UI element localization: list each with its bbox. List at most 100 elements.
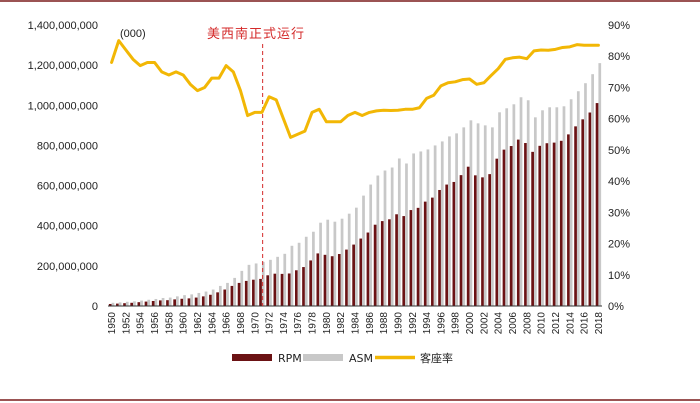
- legend-swatch-rpm: [232, 354, 272, 361]
- asm-bar: [476, 123, 480, 306]
- rpm-bar: [244, 280, 248, 306]
- x-tick-label: 2010: [537, 312, 548, 335]
- x-tick-label: 2016: [580, 312, 591, 335]
- right-tick-label: 10%: [608, 270, 630, 282]
- asm-bar: [498, 112, 501, 306]
- x-tick-label: 1974: [279, 312, 290, 335]
- legend-label-load-factor: 客座率: [420, 351, 453, 365]
- x-tick-label: 1988: [379, 312, 390, 335]
- rpm-bar: [409, 210, 413, 306]
- asm-bar: [462, 127, 466, 306]
- legend-swatch-asm: [303, 354, 343, 361]
- asm-bar: [369, 184, 373, 306]
- asm-bar: [276, 256, 279, 306]
- x-tick-label: 1972: [265, 312, 276, 335]
- asm-bar: [297, 242, 301, 306]
- asm-bar: [455, 133, 458, 306]
- asm-bar: [383, 170, 387, 306]
- x-tick-label: 1958: [164, 312, 175, 335]
- x-tick-label: 1976: [293, 312, 304, 335]
- asm-bar: [190, 294, 194, 306]
- rpm-bar: [287, 273, 291, 306]
- rpm-bar: [201, 296, 205, 306]
- asm-bar: [319, 222, 322, 306]
- rpm-bar: [445, 184, 449, 306]
- asm-bar: [147, 299, 151, 306]
- asm-bar: [261, 261, 265, 306]
- asm-bar: [240, 270, 244, 306]
- rpm-bar: [345, 249, 348, 306]
- left-tick-label: 800,000,000: [37, 140, 98, 152]
- x-tick-label: 1964: [207, 312, 218, 335]
- rpm-bar: [137, 302, 141, 306]
- x-tick-label: 1984: [351, 312, 362, 335]
- rpm-bar: [488, 174, 492, 306]
- rpm-bar: [323, 254, 327, 306]
- asm-bar: [412, 153, 415, 306]
- asm-bar: [491, 127, 494, 306]
- x-tick-label: 1960: [179, 312, 190, 335]
- x-tick-label: 1992: [408, 312, 419, 335]
- x-tick-label: 1994: [422, 312, 433, 335]
- rpm-bar: [380, 221, 384, 306]
- asm-bar: [598, 63, 602, 307]
- asm-bar: [197, 292, 201, 306]
- asm-bar: [526, 100, 530, 307]
- rpm-bar: [259, 278, 262, 306]
- rpm-bar: [552, 142, 556, 306]
- asm-bar: [419, 151, 423, 306]
- x-tick-label: 1966: [222, 312, 233, 335]
- asm-bar: [591, 74, 594, 306]
- rpm-bar: [316, 253, 320, 306]
- asm-bar: [433, 145, 437, 306]
- rpm-bar: [438, 189, 441, 306]
- asm-bar: [176, 296, 179, 306]
- rpm-bar: [337, 254, 341, 306]
- asm-bar: [283, 253, 287, 306]
- x-tick-label: 2004: [494, 312, 505, 335]
- asm-bar: [233, 277, 237, 306]
- left-axis: 0 200,000,000 400,000,000 600,000,000 800,00…: [28, 20, 98, 313]
- legend-label-asm: ASM: [349, 352, 373, 365]
- rpm-bar: [524, 143, 527, 306]
- asm-bar: [333, 221, 337, 306]
- asm-bar: [548, 107, 552, 307]
- rpm-bar: [431, 197, 434, 306]
- rpm-bar: [266, 275, 270, 306]
- rpm-bar: [237, 282, 241, 306]
- rpm-bar: [194, 297, 198, 306]
- rpm-bar: [538, 145, 542, 306]
- asm-bar: [584, 83, 587, 306]
- rpm-bar: [309, 260, 313, 306]
- rpm-bar: [280, 273, 284, 306]
- rpm-bar: [209, 294, 212, 306]
- asm-bar: [426, 149, 430, 306]
- asm-bar: [390, 167, 394, 306]
- x-tick-label: 1998: [451, 312, 462, 335]
- x-tick-label: 2018: [594, 312, 605, 335]
- asm-bar: [111, 302, 115, 306]
- legend-label-rpm: RPM: [278, 352, 302, 365]
- right-tick-label: 70%: [608, 82, 630, 94]
- rpm-bar: [216, 292, 219, 306]
- rpm-bar: [574, 126, 577, 306]
- asm-bar: [161, 297, 165, 306]
- x-tick-label: 1962: [193, 312, 204, 335]
- rpm-bar: [144, 301, 148, 306]
- asm-bar: [247, 264, 251, 306]
- asm-bar: [269, 259, 272, 306]
- x-tick-label: 1980: [322, 312, 333, 335]
- rpm-bar: [545, 143, 549, 306]
- rpm-bar: [502, 149, 506, 306]
- asm-bar: [133, 301, 136, 306]
- x-tick-label: 2002: [479, 312, 490, 335]
- asm-bar: [469, 120, 473, 306]
- left-tick-label: 400,000,000: [37, 221, 98, 233]
- x-tick-label: 2014: [565, 312, 576, 335]
- right-tick-label: 30%: [608, 207, 630, 219]
- asm-bar: [304, 236, 308, 306]
- asm-bar: [397, 158, 401, 306]
- asm-bar: [226, 282, 229, 306]
- right-tick-label: 20%: [608, 239, 630, 251]
